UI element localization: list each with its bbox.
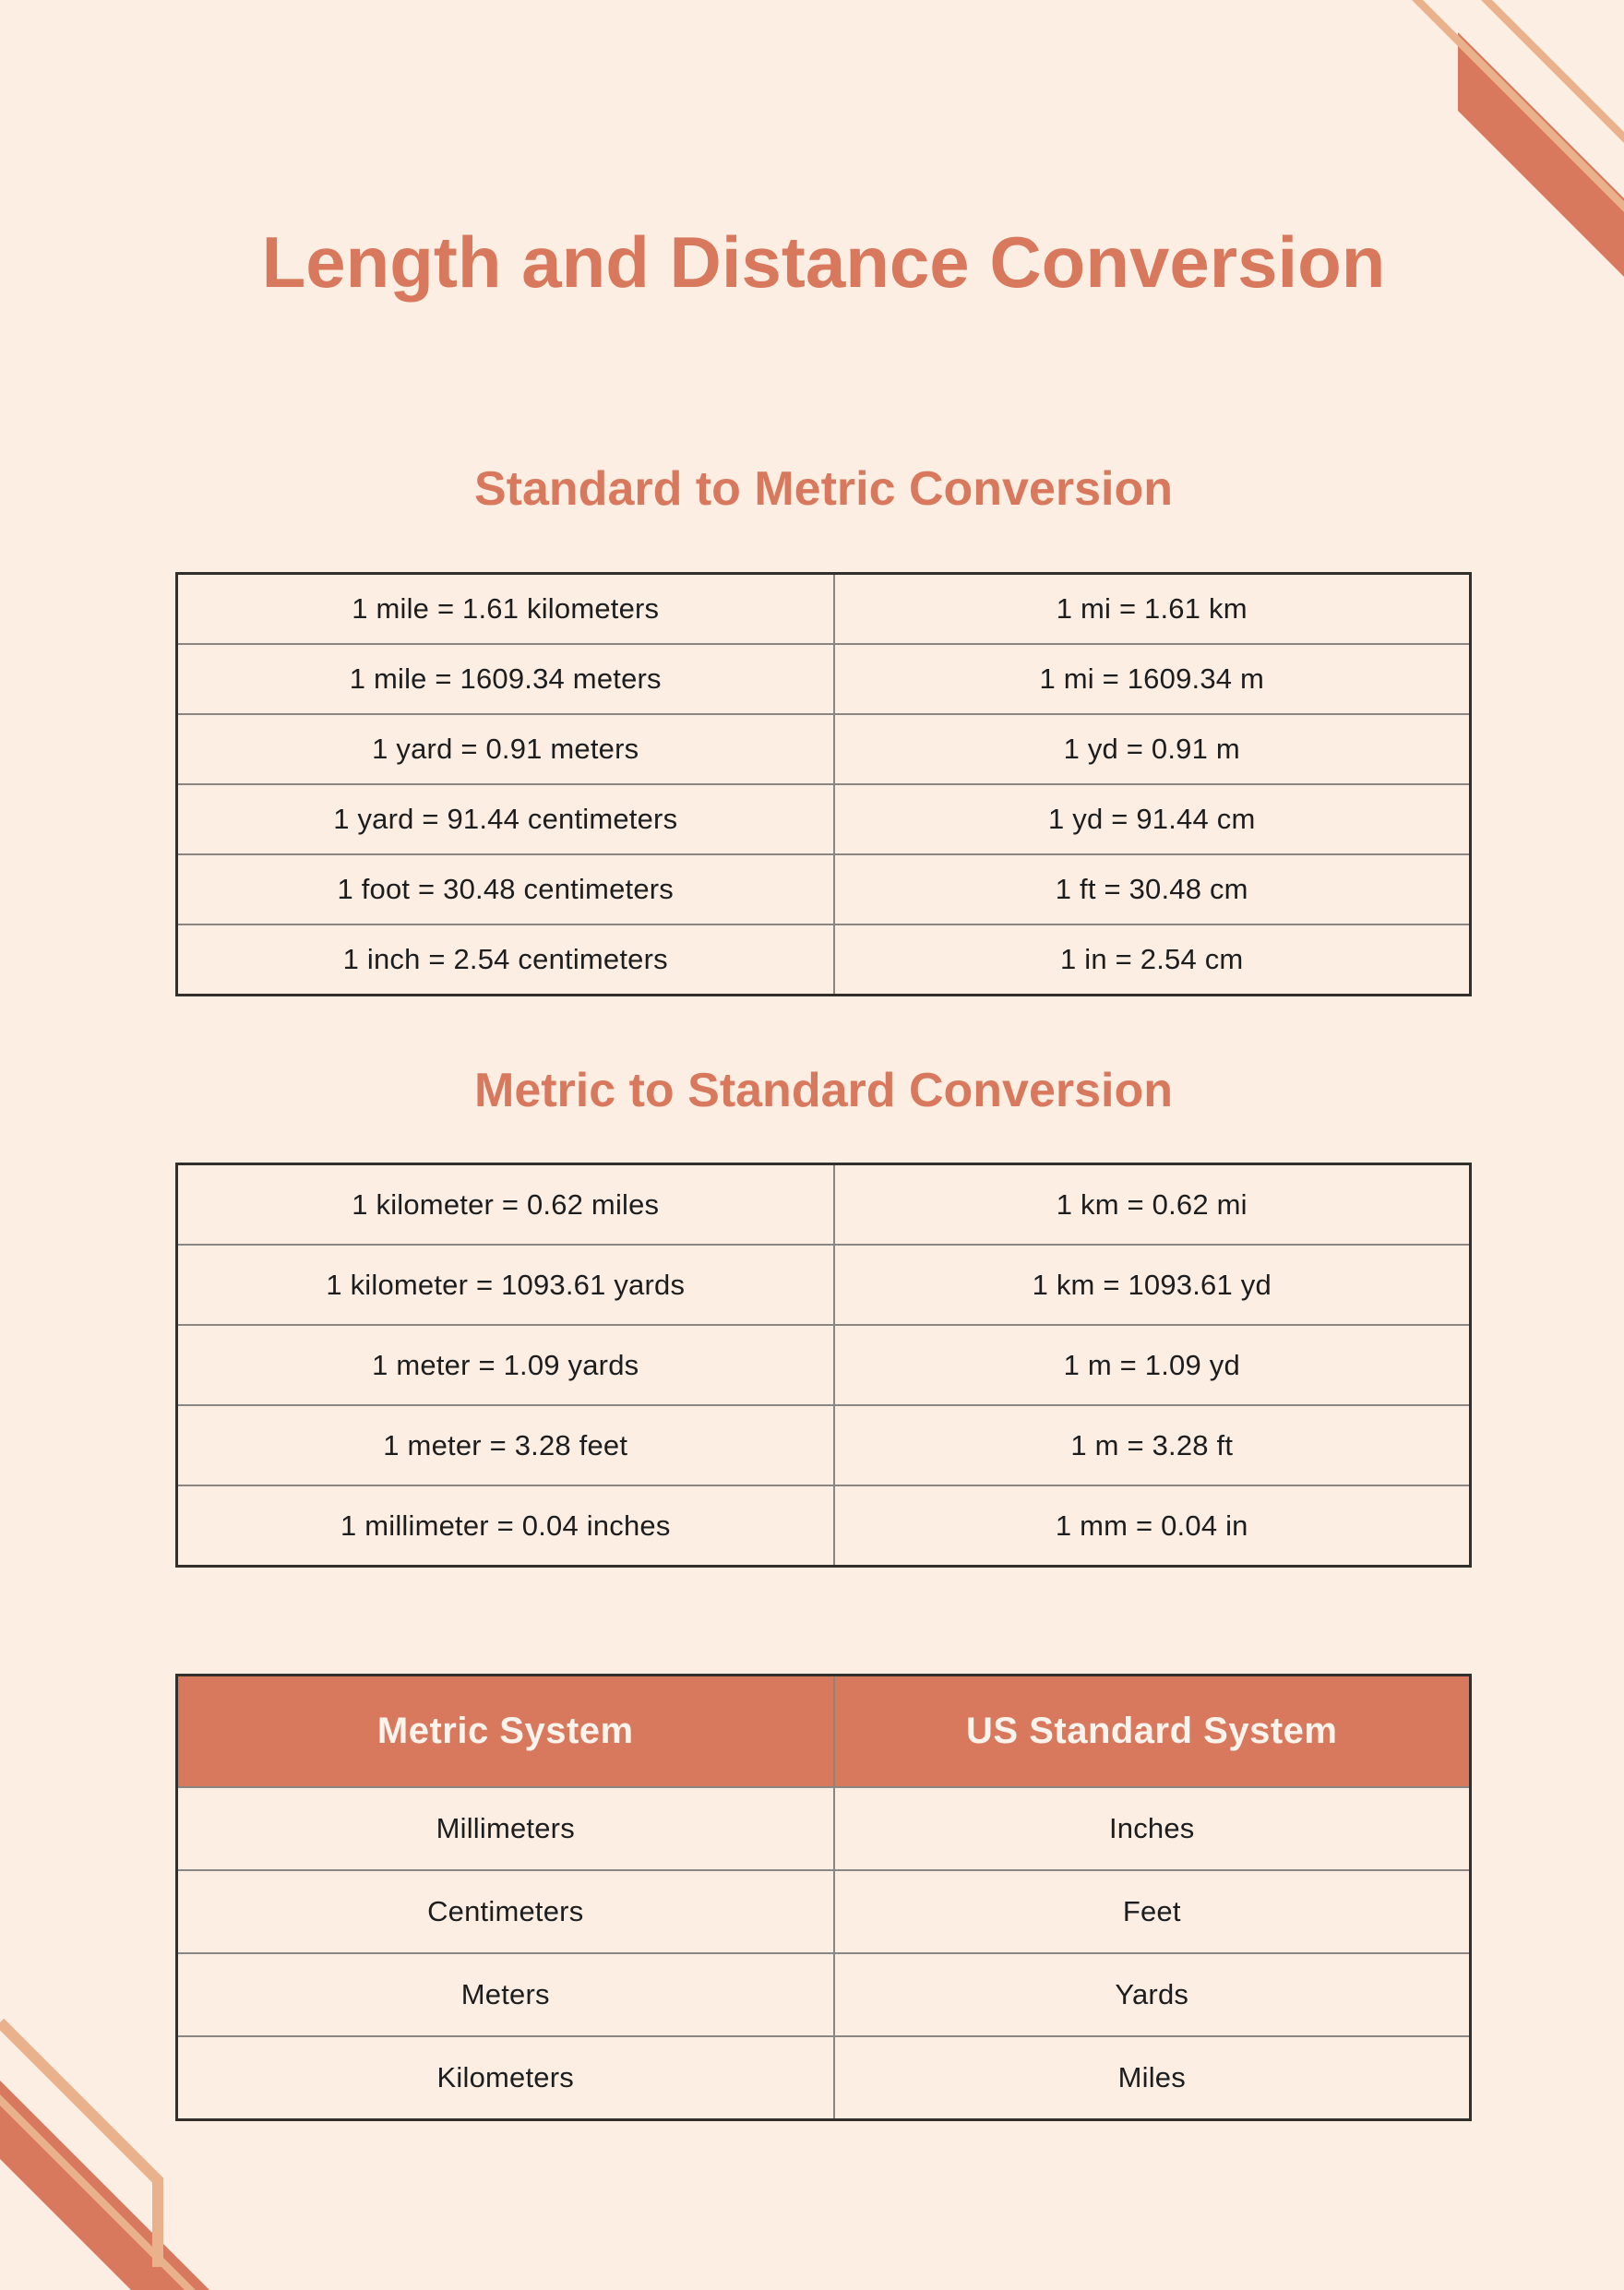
table-row: Kilometers Miles [175,2035,1472,2121]
table-row: 1 meter = 1.09 yards 1 m = 1.09 yd [175,1324,1472,1406]
table-row: 1 inch = 2.54 centimeters 1 in = 2.54 cm [175,924,1472,996]
conversion-cell-short: 1 in = 2.54 cm [832,924,1472,996]
diagonal-thin-stripe-bent [0,2018,163,2267]
system-table-header-us-standard: US Standard System [832,1674,1472,1788]
conversion-cell-long: 1 inch = 2.54 centimeters [175,924,835,996]
conversion-cell-short: 1 mi = 1.61 km [832,572,1472,645]
diagonal-thin-stripe-over-band [1412,0,1624,212]
conversion-cell-short: 1 mm = 0.04 in [832,1485,1472,1568]
section-heading-standard-to-metric: Standard to Metric Conversion [474,462,1173,516]
conversion-cell-long: 1 millimeter = 0.04 inches [175,1485,835,1568]
table-row: 1 yard = 91.44 centimeters 1 yd = 91.44 … [175,783,1472,855]
conversion-cell-short: 1 mi = 1609.34 m [832,643,1472,715]
conversion-cell-short: 1 ft = 30.48 cm [832,853,1472,925]
system-cell-metric: Meters [175,1952,835,2037]
table-row: Millimeters Inches [175,1786,1472,1871]
table-row: 1 mile = 1.61 kilometers 1 mi = 1.61 km [175,572,1472,645]
table-row: 1 millimeter = 0.04 inches 1 mm = 0.04 i… [175,1485,1472,1568]
conversion-cell-short: 1 km = 1093.61 yd [832,1244,1472,1326]
system-comparison-table: Metric System US Standard System Millime… [175,1674,1472,2121]
standard-to-metric-table: 1 mile = 1.61 kilometers 1 mi = 1.61 km … [175,572,1472,996]
system-cell-us: Feet [832,1869,1472,1954]
table-row: Meters Yards [175,1952,1472,2037]
diagonal-band-top-right [1458,32,1624,277]
conversion-cell-short: 1 km = 0.62 mi [832,1163,1472,1246]
page-title: Length and Distance Conversion [261,221,1386,303]
conversion-cell-long: 1 meter = 1.09 yards [175,1324,835,1406]
table-row: Centimeters Feet [175,1869,1472,1954]
system-cell-us: Miles [832,2035,1472,2121]
conversion-cell-short: 1 yd = 91.44 cm [832,783,1472,855]
table-row: 1 meter = 3.28 feet 1 m = 3.28 ft [175,1404,1472,1486]
system-cell-metric: Kilometers [175,2035,835,2121]
table-row: 1 yard = 0.91 meters 1 yd = 0.91 m [175,713,1472,785]
conversion-cell-long: 1 yard = 0.91 meters [175,713,835,785]
conversion-cell-long: 1 mile = 1.61 kilometers [175,572,835,645]
system-cell-metric: Centimeters [175,1869,835,1954]
system-cell-us: Yards [832,1952,1472,2037]
table-row: 1 kilometer = 0.62 miles 1 km = 0.62 mi [175,1163,1472,1246]
table-header-row: Metric System US Standard System [175,1674,1472,1788]
table-row: 1 mile = 1609.34 meters 1 mi = 1609.34 m [175,643,1472,715]
conversion-cell-long: 1 kilometer = 1093.61 yards [175,1244,835,1326]
conversion-cell-long: 1 mile = 1609.34 meters [175,643,835,715]
system-table-header-metric: Metric System [175,1674,835,1788]
conversion-cell-long: 1 meter = 3.28 feet [175,1404,835,1486]
conversion-cell-short: 1 m = 1.09 yd [832,1324,1472,1406]
conversion-cell-long: 1 yard = 91.44 centimeters [175,783,835,855]
conversion-cell-short: 1 m = 3.28 ft [832,1404,1472,1486]
table-row: 1 foot = 30.48 centimeters 1 ft = 30.48 … [175,853,1472,925]
system-cell-metric: Millimeters [175,1786,835,1871]
metric-to-standard-table: 1 kilometer = 0.62 miles 1 km = 0.62 mi … [175,1163,1472,1568]
conversion-cell-long: 1 foot = 30.48 centimeters [175,853,835,925]
table-row: 1 kilometer = 1093.61 yards 1 km = 1093.… [175,1244,1472,1326]
diagonal-thin-stripe-outer [1481,0,1624,143]
section-heading-metric-to-standard: Metric to Standard Conversion [474,1064,1173,1117]
conversion-cell-short: 1 yd = 0.91 m [832,713,1472,785]
diagonal-thin-stripe-inside-band [0,2094,196,2290]
conversion-cell-long: 1 kilometer = 0.62 miles [175,1163,835,1246]
system-cell-us: Inches [832,1786,1472,1871]
